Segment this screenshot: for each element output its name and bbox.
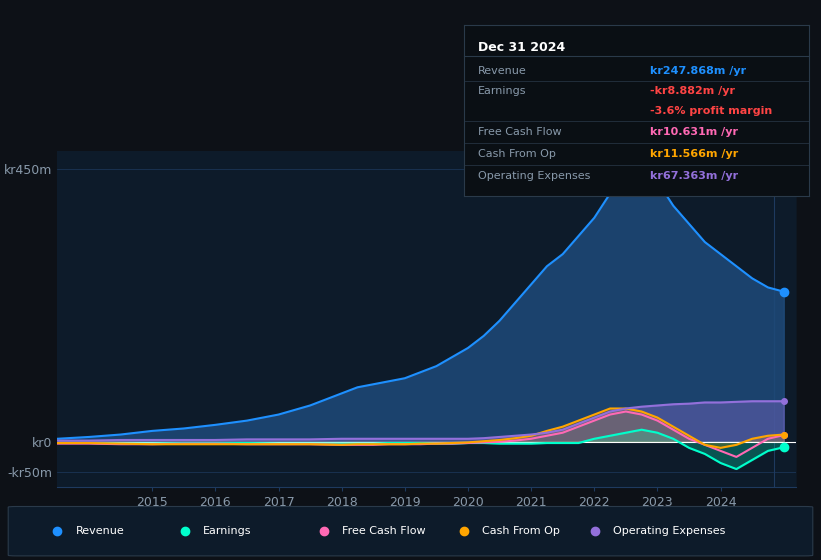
Text: Operating Expenses: Operating Expenses	[613, 526, 726, 535]
Text: -3.6% profit margin: -3.6% profit margin	[650, 106, 773, 115]
Text: Free Cash Flow: Free Cash Flow	[478, 127, 562, 137]
Text: Free Cash Flow: Free Cash Flow	[342, 526, 426, 535]
Text: Cash From Op: Cash From Op	[478, 149, 556, 159]
Text: Revenue: Revenue	[478, 66, 526, 76]
Text: Cash From Op: Cash From Op	[482, 526, 560, 535]
Text: Operating Expenses: Operating Expenses	[478, 171, 590, 181]
Text: Revenue: Revenue	[76, 526, 124, 535]
Text: kr67.363m /yr: kr67.363m /yr	[650, 171, 738, 181]
Text: Earnings: Earnings	[203, 526, 251, 535]
Text: Earnings: Earnings	[478, 86, 526, 96]
Text: Dec 31 2024: Dec 31 2024	[478, 40, 565, 54]
FancyBboxPatch shape	[8, 506, 813, 556]
Text: kr10.631m /yr: kr10.631m /yr	[650, 127, 738, 137]
Text: kr247.868m /yr: kr247.868m /yr	[650, 66, 746, 76]
Text: -kr8.882m /yr: -kr8.882m /yr	[650, 86, 735, 96]
Text: kr11.566m /yr: kr11.566m /yr	[650, 149, 738, 159]
